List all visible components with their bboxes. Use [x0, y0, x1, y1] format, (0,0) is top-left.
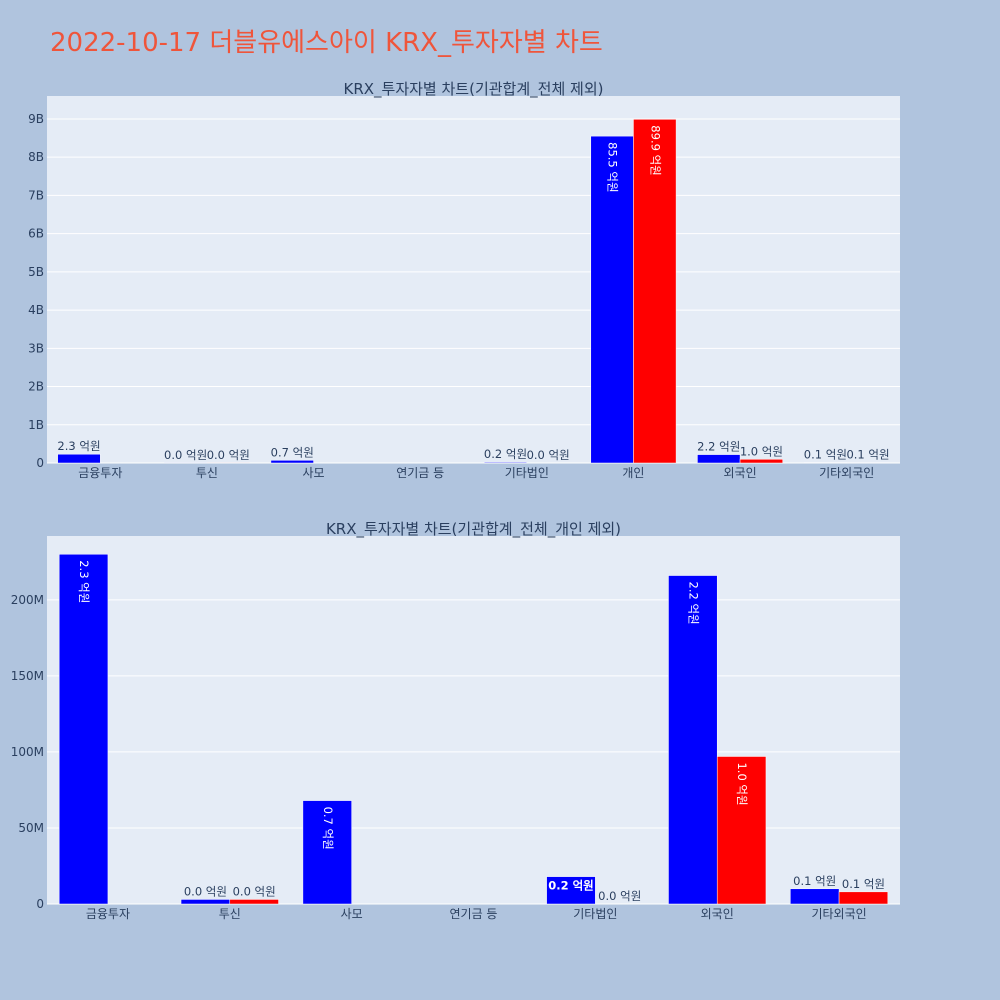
x-tick-label: 개인 — [622, 466, 644, 480]
bar — [739, 459, 783, 464]
x-tick-label: 외국인 — [701, 907, 734, 921]
chart-title: KRX_투자자별 차트(기관합계_전체 제외) — [344, 80, 604, 99]
data-label: 89.9 억원 — [648, 125, 662, 175]
data-label: 0.7 억원 — [321, 807, 335, 850]
y-tick-label: 100M — [11, 745, 44, 759]
data-label: 0.2 억원 — [548, 879, 594, 893]
data-label: 0.1 억원 — [846, 448, 889, 462]
data-label: 0.1 억원 — [842, 877, 885, 891]
y-tick-label: 7B — [28, 188, 44, 202]
bar — [668, 575, 718, 905]
x-tick-label: 연기금 등 — [396, 466, 444, 480]
x-tick-label: 기타법인 — [505, 466, 549, 480]
y-tick-label: 9B — [28, 112, 44, 126]
data-label: 2.3 억원 — [77, 560, 91, 603]
bar — [633, 119, 677, 464]
y-tick-label: 6B — [28, 227, 44, 241]
y-tick-label: 150M — [11, 669, 44, 683]
bar — [790, 888, 840, 905]
y-tick-label: 3B — [28, 341, 44, 355]
x-tick-label: 사모 — [303, 466, 325, 480]
chart-2: KRX_투자자별 차트(기관합계_전체_개인 제외) 0 50M 100M 150M 20… — [11, 520, 900, 921]
data-label: 0.2 억원 — [484, 447, 527, 461]
x-tick-label: 연기금 등 — [450, 907, 498, 921]
bar — [229, 899, 279, 905]
bar — [483, 461, 528, 464]
x-tick-label: 기타외국인 — [811, 907, 866, 921]
x-tick-label: 금융투자 — [78, 466, 122, 480]
y-tick-label: 4B — [28, 303, 44, 317]
data-label: 0.0 억원 — [598, 889, 641, 903]
data-label: 2.3 억원 — [57, 439, 100, 453]
x-tick-label: 기타법인 — [573, 907, 617, 921]
x-tick-label: 사모 — [341, 907, 363, 921]
data-label: 0.1 억원 — [804, 448, 847, 462]
data-label: 2.2 억원 — [686, 582, 700, 625]
data-label: 0.1 억원 — [793, 874, 836, 888]
bar — [270, 460, 314, 464]
data-label: 0.0 억원 — [233, 884, 276, 898]
bar — [57, 453, 101, 464]
data-label: 85.5 억원 — [606, 142, 620, 192]
x-tick-label: 투신 — [219, 907, 241, 921]
y-tick-label: 0 — [36, 456, 44, 470]
data-label: 1.0 억원 — [740, 444, 783, 458]
y-tick-label: 0 — [36, 897, 44, 911]
plot-area — [47, 536, 900, 904]
y-tick-label: 50M — [18, 821, 44, 835]
x-tick-label: 기타외국인 — [819, 466, 874, 480]
y-tick-label: 8B — [28, 150, 44, 164]
y-tick-label: 200M — [11, 593, 44, 607]
data-label: 0.0 억원 — [527, 448, 570, 462]
chart-title: KRX_투자자별 차트(기관합계_전체_개인 제외) — [326, 520, 621, 539]
y-tick-label: 2B — [28, 380, 44, 394]
plot-area — [47, 96, 900, 463]
y-tick-label: 1B — [28, 418, 44, 432]
data-label: 0.0 억원 — [207, 448, 250, 462]
bar — [716, 756, 767, 905]
data-label: 0.7 억원 — [271, 445, 314, 459]
data-label: 1.0 억원 — [735, 762, 749, 805]
x-tick-label: 금융투자 — [86, 907, 130, 921]
data-label: 0.0 억원 — [164, 448, 207, 462]
data-label: 2.2 억원 — [697, 440, 740, 454]
bar — [838, 891, 889, 905]
x-tick-label: 외국인 — [724, 466, 757, 480]
chart-1: KRX_투자자별 차트(기관합계_전체 제외) 0 1B 2B 3B 4B 5B 6B 7B 8B… — [28, 80, 900, 480]
bar — [302, 800, 352, 905]
bar — [180, 899, 231, 905]
page-title: 2022-10-17 더블유에스아이 KRX_투자자별 차트 — [50, 28, 603, 58]
y-tick-label: 5B — [28, 265, 44, 279]
x-tick-label: 투신 — [196, 466, 218, 480]
bar — [590, 135, 634, 464]
bar — [697, 454, 741, 464]
bar — [546, 876, 596, 905]
bar — [58, 553, 109, 905]
data-label: 0.0 억원 — [184, 884, 227, 898]
